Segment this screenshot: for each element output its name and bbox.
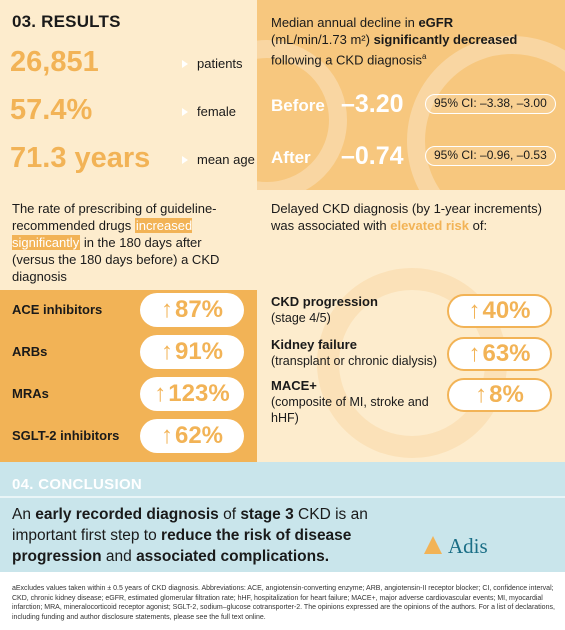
increase-badge: ↑123% <box>140 377 244 411</box>
drug-row: ARBs ↑91% <box>0 332 257 372</box>
before-value: –3.20 <box>341 90 404 118</box>
risk-badge: ↑63% <box>447 337 552 371</box>
prescribing-text-part: The rate of prescribing of guideline-rec… <box>12 201 217 233</box>
egfr-title: Median annual decline in eGFR (mL/min/1.… <box>271 14 561 68</box>
adis-logo-icon <box>424 536 442 554</box>
conclusion-panel: 04. CONCLUSION An early recorded diagnos… <box>0 462 565 572</box>
conclusion-text: and <box>101 548 137 565</box>
stat-value: 57.4% <box>10 94 93 126</box>
conclusion-bold: associated complications. <box>136 548 330 565</box>
up-arrow-icon: ↑ <box>160 338 173 365</box>
adis-logo-text: Adis <box>448 534 488 558</box>
delayed-highlight: elevated risk <box>390 218 470 233</box>
conclusion-bold: reduce the risk of disease progression <box>12 527 352 565</box>
triangle-bullet-icon <box>182 60 188 68</box>
conclusion-bold: stage 3 <box>240 506 294 523</box>
results-panel: 03. RESULTS 26,851 patients 57.4% female… <box>0 0 257 190</box>
increase-value: 87% <box>174 296 224 323</box>
risk-row: CKD progression (stage 4/5) ↑40% <box>257 294 565 340</box>
risk-row: MACE+ (composite of MI, stroke and hHF) ↑… <box>257 378 565 425</box>
up-arrow-icon: ↑ <box>475 381 488 408</box>
prescribing-header: The rate of prescribing of guideline-rec… <box>0 190 257 290</box>
risk-name: Kidney failure <box>271 337 357 352</box>
increase-badge: ↑87% <box>140 293 244 327</box>
delayed-text-part: Delayed CKD diagnosis (by 1-year increme… <box>271 201 542 233</box>
drug-row: SGLT-2 inhibitors ↑62% <box>0 416 257 456</box>
before-label: Before <box>271 96 325 115</box>
drug-name: ARBs <box>12 344 48 359</box>
conclusion-heading: 04. CONCLUSION <box>12 476 143 493</box>
risk-name: CKD progression <box>271 294 378 309</box>
stat-label: patients <box>197 56 243 71</box>
conclusion-text: An <box>12 506 36 523</box>
drug-name: SGLT-2 inhibitors <box>12 428 120 443</box>
increase-badge: ↑91% <box>140 335 244 369</box>
conclusion-bold: early recorded diagnosis <box>35 506 219 523</box>
triangle-bullet-icon <box>182 108 188 116</box>
increase-value: 123% <box>168 380 230 407</box>
conclusion-text: CKD is an important first step to <box>12 506 368 544</box>
risk-value: 40% <box>482 297 531 324</box>
egfr-after-row: After –0.74 95% CI: –0.96, –0.53 <box>271 142 561 172</box>
conclusion-message: An early recorded diagnosis of stage 3 C… <box>12 504 407 567</box>
prescribing-text-part: in the 180 days after (versus the 180 da… <box>12 235 220 284</box>
prescribing-text: The rate of prescribing of guideline-rec… <box>12 200 247 285</box>
risk-name: MACE+ <box>271 378 317 393</box>
conclusion-text: of <box>218 506 241 523</box>
stat-patients: 26,851 patients <box>10 46 255 86</box>
risk-badge: ↑40% <box>447 294 552 328</box>
up-arrow-icon: ↑ <box>468 340 481 367</box>
risk-badge: ↑8% <box>447 378 552 412</box>
increase-value: 91% <box>174 338 224 365</box>
egfr-before-row: Before –3.20 95% CI: –3.38, –3.00 <box>271 90 561 120</box>
delayed-text-part: of: <box>469 218 488 233</box>
drug-row: ACE inhibitors ↑87% <box>0 290 257 330</box>
egfr-title-text: Median annual decline in <box>271 15 419 30</box>
stat-value: 71.3 years <box>10 142 151 174</box>
risk-detail: (transplant or chronic dialysis) <box>271 354 438 368</box>
drug-name: ACE inhibitors <box>12 302 103 317</box>
after-label: After <box>271 148 311 167</box>
delayed-text: Delayed CKD diagnosis (by 1-year increme… <box>271 200 556 234</box>
increase-badge: ↑62% <box>140 419 244 453</box>
egfr-panel: Median annual decline in eGFR (mL/min/1.… <box>257 0 565 190</box>
egfr-title-units: (mL/min/1.73 m²) <box>271 32 374 47</box>
delayed-diagnosis-panel: Delayed CKD diagnosis (by 1-year increme… <box>257 190 565 462</box>
egfr-title-bold: eGFR <box>418 15 454 30</box>
stat-label: mean age <box>197 152 255 167</box>
divider <box>0 496 565 498</box>
risk-value: 63% <box>482 340 531 367</box>
up-arrow-icon: ↑ <box>468 297 481 324</box>
egfr-title-text: following a CKD diagnosis <box>271 52 423 68</box>
before-ci-badge: 95% CI: –3.38, –3.00 <box>425 94 556 114</box>
results-heading: 03. RESULTS <box>12 12 121 31</box>
triangle-bullet-icon <box>182 156 188 164</box>
stat-value: 26,851 <box>10 46 99 78</box>
up-arrow-icon: ↑ <box>160 296 173 323</box>
footnote: aExcludes values taken within ± 0.5 year… <box>12 585 555 621</box>
after-ci-badge: 95% CI: –0.96, –0.53 <box>425 146 556 166</box>
increase-value: 62% <box>174 422 224 449</box>
up-arrow-icon: ↑ <box>160 422 173 449</box>
egfr-title-bold: significantly decreased <box>373 32 518 47</box>
prescribing-panel: The rate of prescribing of guideline-rec… <box>0 190 257 462</box>
drug-name: MRAs <box>12 386 49 401</box>
risk-row: Kidney failure (transplant or chronic dia… <box>257 337 565 383</box>
drug-row: MRAs ↑123% <box>0 374 257 414</box>
risk-detail: (stage 4/5) <box>271 311 331 325</box>
stat-mean-age: 71.3 years mean age <box>10 142 255 182</box>
risk-value: 8% <box>489 381 524 408</box>
after-value: –0.74 <box>341 142 404 170</box>
risk-detail: (composite of MI, stroke and hHF) <box>271 395 429 425</box>
up-arrow-icon: ↑ <box>154 380 167 407</box>
stat-label: female <box>197 104 237 119</box>
stat-female: 57.4% female <box>10 94 255 134</box>
footnote-marker: a <box>422 52 427 61</box>
